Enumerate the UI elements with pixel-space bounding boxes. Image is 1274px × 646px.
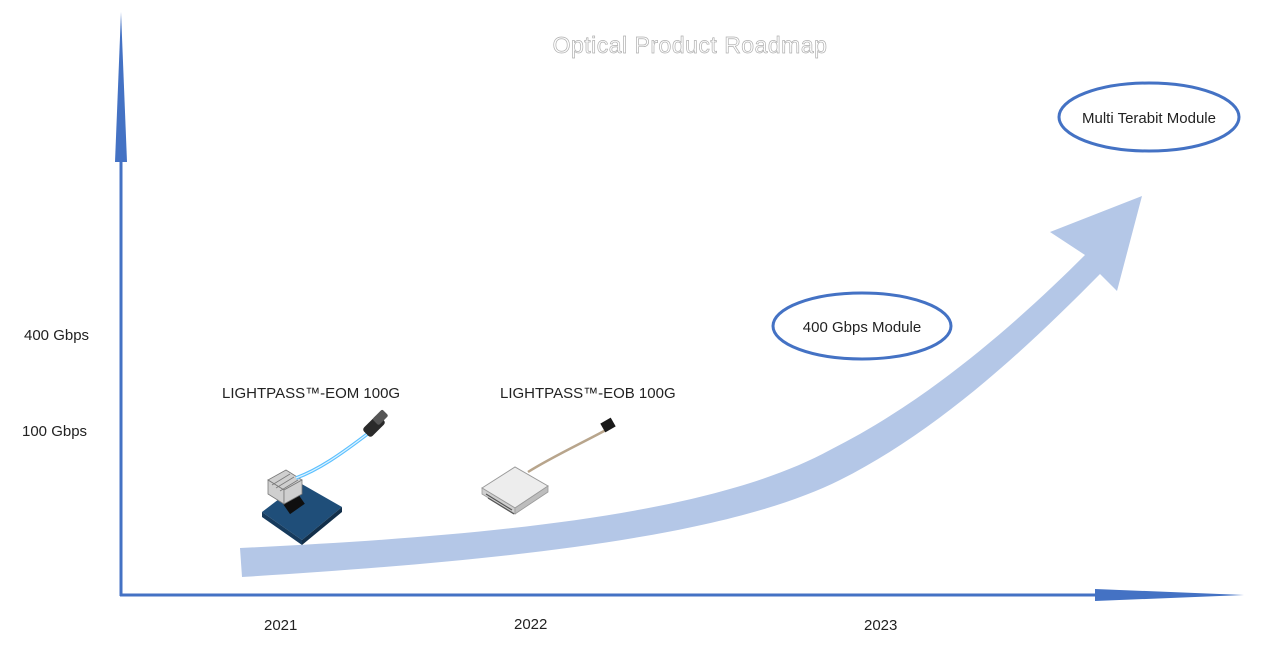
y-axis-arrowhead: [115, 12, 127, 162]
growth-arrow: [240, 196, 1142, 577]
milestone-label-terabit: Multi Terabit Module: [1082, 110, 1216, 127]
diagram-title: Optical Product Roadmap: [552, 32, 828, 59]
eob-module-with-cable-icon: [481, 417, 616, 515]
milestone-label-400g: 400 Gbps Module: [802, 319, 922, 336]
milestone-400g-ellipse: [771, 291, 953, 361]
milestone-terabit-ellipse: [1057, 81, 1241, 153]
y-tick-label: 400 Gbps: [24, 327, 90, 344]
x-tick-label: 2022: [514, 616, 548, 633]
x-axis-arrowhead: [1095, 589, 1244, 601]
product-label-eom: LIGHTPASS™-EOM 100G: [222, 385, 401, 402]
x-tick-label: 2023: [864, 617, 898, 634]
y-tick-label: 100 Gbps: [22, 423, 88, 440]
eom-module-with-cable-icon: [262, 410, 388, 545]
x-tick-label: 2021: [264, 617, 298, 634]
product-label-eob: LIGHTPASS™-EOB 100G: [500, 385, 676, 402]
